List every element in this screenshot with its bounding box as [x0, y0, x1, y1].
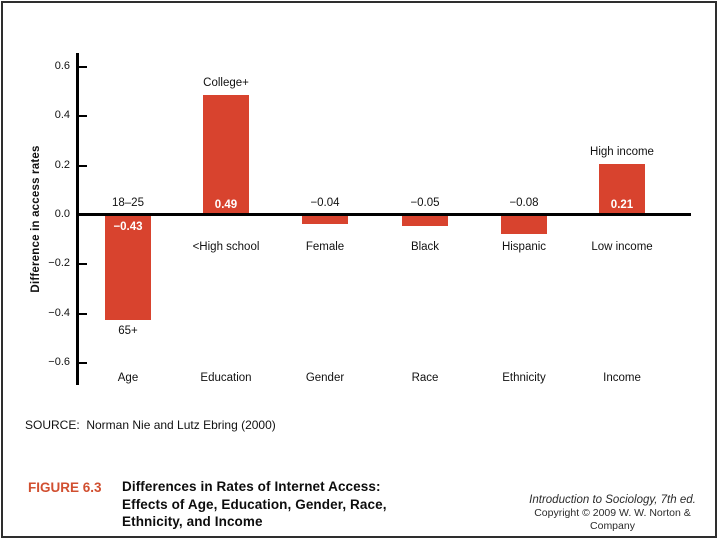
- bar-race: [402, 214, 448, 226]
- category-label-ethnicity: Ethnicity: [502, 372, 546, 384]
- y-tick: [78, 263, 87, 266]
- bar-value-label: 0.49: [214, 199, 238, 211]
- y-tick: [78, 164, 87, 167]
- source-note: SOURCE: Norman Nie and Lutz Ebring (2000…: [25, 418, 276, 432]
- y-tick-label: 0.0: [54, 208, 70, 220]
- figure-caption-line: Ethnicity, and Income: [122, 514, 263, 529]
- bar-top-label: 18–25: [112, 197, 144, 209]
- y-tick: [78, 115, 87, 118]
- bar-bottom-label: Low income: [591, 241, 653, 253]
- copyright-line: Copyright © 2009 W. W. Norton & Company: [534, 507, 691, 532]
- y-tick-label: −0.4: [48, 306, 70, 319]
- figure-caption-line: Effects of Age, Education, Gender, Race,: [122, 496, 387, 512]
- category-label-income: Income: [603, 372, 641, 384]
- bar-top-label: High income: [590, 146, 654, 158]
- category-label-education: Education: [200, 372, 252, 384]
- bar-top-label: College+: [203, 77, 249, 89]
- y-tick-label: −0.6: [48, 355, 70, 368]
- bar-top-label: −0.08: [509, 197, 539, 209]
- bar-value-label: 0.21: [610, 199, 634, 211]
- bar-top-label: −0.04: [310, 197, 340, 209]
- bar-income: [599, 164, 645, 216]
- bar-chart: Difference in access rates 0.6 0.4 0.2 0.0−…: [30, 53, 691, 385]
- y-tick-label: 0.4: [54, 109, 70, 122]
- y-tick: [78, 66, 87, 69]
- y-axis-line: [76, 53, 79, 385]
- bar-ethnicity: [501, 214, 547, 234]
- figure-caption-line: Differences in Rates of Internet Access:: [122, 479, 381, 494]
- bar-age: [105, 214, 151, 320]
- bar-bottom-label: Hispanic: [501, 241, 547, 253]
- x-axis-zero-line: [77, 213, 691, 216]
- bar-bottom-label: Female: [305, 241, 345, 253]
- bar-bottom-label: Black: [410, 241, 440, 253]
- bar-value-label: −0.43: [113, 221, 143, 233]
- category-label-age: Age: [117, 372, 139, 384]
- bar-top-label: −0.05: [410, 197, 440, 209]
- category-label-race: Race: [411, 372, 439, 384]
- bar-education: [203, 95, 249, 216]
- y-tick-label: 0.2: [54, 158, 70, 171]
- book-credit: Introduction to Sociology, 7th ed. Copyr…: [515, 494, 710, 533]
- y-tick-label: −0.2: [48, 257, 70, 270]
- y-tick: [78, 361, 87, 364]
- book-title: Introduction to Sociology, 7th ed.: [529, 494, 696, 506]
- bar-bottom-label: 65+: [118, 325, 138, 337]
- bar-gender: [302, 214, 348, 224]
- figure-caption: Differences in Rates of Internet Access:…: [122, 478, 387, 531]
- y-tick-label: 0.6: [54, 60, 70, 73]
- y-tick: [78, 312, 87, 315]
- bar-bottom-label: <High school: [192, 241, 260, 253]
- figure-number-label: FIGURE 6.3: [28, 480, 102, 495]
- category-label-gender: Gender: [305, 372, 345, 384]
